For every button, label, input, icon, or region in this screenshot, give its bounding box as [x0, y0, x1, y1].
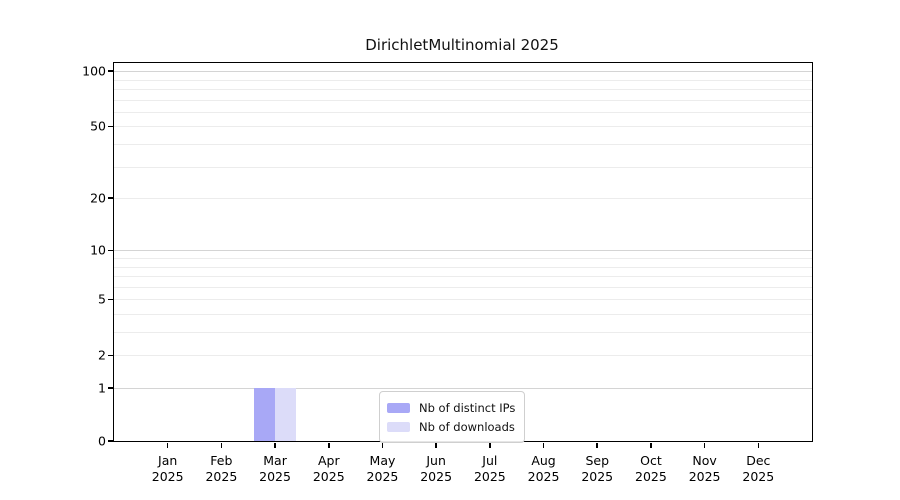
x-tick-mark — [757, 442, 760, 448]
y-gridline-minor — [114, 266, 812, 268]
legend: Nb of distinct IPs Nb of downloads — [379, 391, 526, 443]
x-tick-label: Jul 2025 — [473, 453, 506, 484]
y-tick-label: 1 — [98, 380, 106, 396]
legend-entry-downloads: Nb of downloads — [387, 417, 515, 436]
y-gridline-minor — [114, 313, 812, 315]
y-tick-label: 5 — [98, 291, 106, 307]
y-gridline-major — [114, 388, 812, 389]
x-tick-label: Aug 2025 — [527, 453, 560, 484]
y-gridline-minor — [114, 99, 812, 101]
y-gridline-minor — [114, 286, 812, 288]
legend-label-distinct-ips: Nb of distinct IPs — [419, 400, 516, 415]
x-tick-label: Jun 2025 — [420, 453, 453, 484]
y-tick-label: 50 — [90, 118, 106, 134]
y-tick-mark — [107, 125, 113, 128]
x-tick-mark — [381, 442, 384, 448]
x-tick-mark — [220, 442, 223, 448]
y-tick-label: 2 — [98, 347, 106, 363]
y-tick-mark — [107, 249, 113, 252]
x-tick-label: Feb 2025 — [205, 453, 238, 484]
y-gridline-minor — [114, 144, 812, 146]
x-tick-mark — [274, 442, 276, 448]
y-gridline-minor — [114, 258, 812, 259]
x-tick-label: Jan 2025 — [151, 453, 184, 484]
plot-area: 0 1 2 5 10 20 50 100 Jan 2025 Feb 2025 Mar 2025 Apr 202… — [82, 62, 813, 484]
y-gridline-major — [114, 71, 812, 73]
x-tick-mark — [703, 442, 706, 448]
y-tick-label: 100 — [82, 63, 106, 79]
x-tick-mark — [435, 442, 437, 448]
y-gridline-minor — [114, 166, 812, 168]
bar-downloads — [275, 388, 297, 441]
x-tick-label: Mar 2025 — [259, 453, 291, 484]
x-tick-label: Oct 2025 — [635, 453, 667, 484]
x-tick-mark — [489, 442, 491, 448]
bar-distinct-ips — [254, 388, 276, 441]
y-gridline-minor — [114, 89, 812, 91]
y-gridline-minor — [114, 111, 812, 113]
y-tick-mark — [107, 298, 113, 300]
chart-title: DirichletMultinomial 2025 — [365, 36, 559, 54]
x-tick-label: Dec 2025 — [742, 453, 775, 484]
x-tick-label: May 2025 — [366, 453, 399, 484]
y-tick-label: 10 — [90, 242, 106, 258]
x-tick-label: Sep 2025 — [581, 453, 614, 484]
y-tick-label: 20 — [90, 190, 106, 206]
y-gridline-minor — [114, 79, 812, 81]
y-gridline-minor — [114, 332, 812, 334]
x-tick-mark — [650, 442, 652, 448]
y-gridline-minor — [114, 355, 812, 357]
legend-label-downloads: Nb of downloads — [419, 419, 515, 434]
x-tick-mark — [596, 442, 598, 448]
y-tick-mark — [107, 440, 113, 442]
x-tick-mark — [166, 442, 169, 448]
y-gridline-minor — [114, 126, 812, 128]
x-tick-mark — [542, 442, 545, 448]
y-tick-mark — [107, 354, 113, 356]
y-gridline-major — [114, 250, 812, 252]
legend-swatch-distinct-ips — [387, 402, 410, 413]
legend-swatch-downloads — [387, 421, 410, 432]
x-tick-label: Apr 2025 — [312, 453, 345, 484]
y-gridline-minor — [114, 198, 812, 200]
y-gridline-minor — [114, 299, 812, 301]
legend-entry-distinct-ips: Nb of distinct IPs — [387, 398, 515, 417]
y-tick-label: 0 — [98, 433, 106, 449]
y-gridline-minor — [114, 276, 812, 278]
x-tick-mark — [328, 442, 330, 448]
x-tick-label: Nov 2025 — [688, 453, 721, 484]
y-tick-mark — [107, 197, 113, 199]
y-tick-mark — [107, 70, 113, 72]
y-tick-mark — [107, 387, 113, 389]
